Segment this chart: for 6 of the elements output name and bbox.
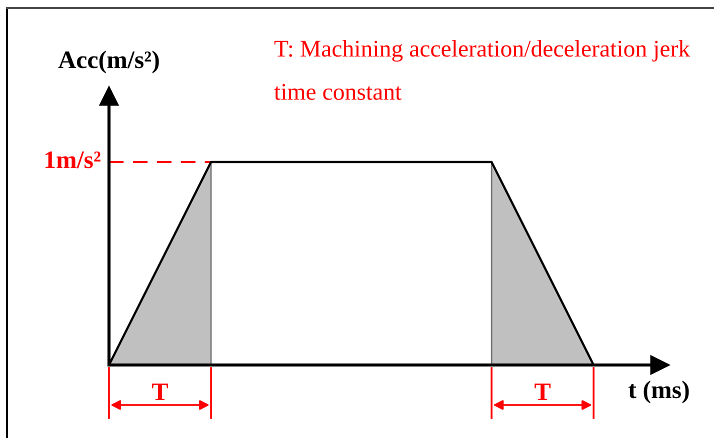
y-axis-title: Acc(m/s²): [58, 50, 159, 74]
text: T: [152, 384, 168, 400]
x-axis-title: t (ms): [628, 380, 689, 404]
text: T: [534, 384, 551, 400]
ref-line-label: 1m/s²: [46, 151, 100, 168]
text: T: Machining acceleration/deceleration jerk time constant: [274, 40, 690, 100]
